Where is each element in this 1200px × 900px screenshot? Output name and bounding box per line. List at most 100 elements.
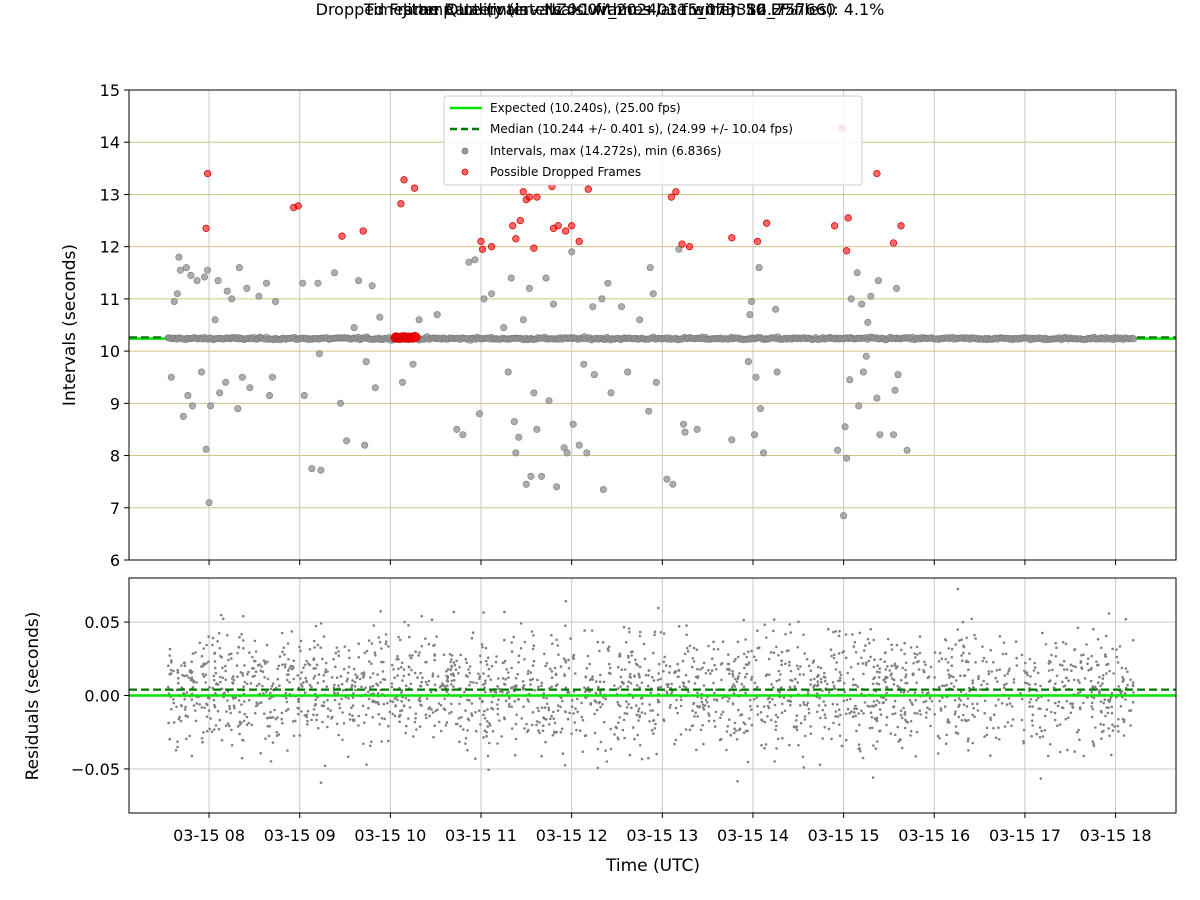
residual-point [283, 666, 287, 669]
residual-point [929, 665, 933, 669]
residual-point [648, 703, 651, 706]
dropped-frame-point [842, 247, 851, 255]
residual-point [752, 655, 756, 659]
residual-point [633, 674, 636, 677]
residual-point [692, 701, 696, 705]
residual-point [885, 686, 889, 689]
residual-point [1026, 673, 1029, 677]
intervals-y-tick-label: 13 [100, 185, 120, 204]
residual-point [980, 683, 983, 687]
residual-point [1058, 723, 1062, 726]
residuals-y-tick-label: −0.05 [71, 760, 120, 779]
residual-point [770, 683, 773, 686]
dropped-frame-point [873, 169, 881, 178]
residual-point [1048, 743, 1052, 746]
residual-point [861, 756, 865, 760]
residual-point [992, 660, 995, 664]
residual-point [572, 653, 576, 657]
residual-point [369, 744, 372, 748]
residual-point [678, 685, 681, 689]
interval-outlier-point [317, 466, 325, 474]
residual-point [378, 640, 382, 644]
residual-point [1057, 700, 1061, 704]
residual-point [353, 718, 356, 722]
residual-point [393, 714, 397, 718]
residual-point [200, 654, 204, 658]
residual-point [213, 652, 216, 655]
residual-point [243, 712, 246, 716]
interval-outlier-point [409, 360, 417, 368]
residual-point [230, 657, 233, 660]
residual-point [207, 635, 210, 638]
residual-point [696, 705, 699, 708]
residual-point [788, 699, 791, 702]
residual-point [188, 670, 192, 674]
residual-point [755, 696, 759, 699]
residual-point [882, 701, 886, 704]
interval-outlier-point [873, 394, 881, 402]
interval-outlier-point [308, 465, 316, 473]
residual-point [169, 668, 173, 672]
residual-point [520, 717, 523, 720]
residual-point [563, 764, 567, 767]
residual-point [1061, 680, 1064, 684]
residual-point [580, 715, 584, 719]
residual-point [176, 740, 179, 743]
residual-point [778, 678, 781, 682]
residual-point [874, 747, 878, 750]
residual-point [771, 697, 774, 701]
residual-point [886, 637, 890, 641]
residual-point [609, 727, 612, 731]
residual-point [651, 675, 654, 679]
residual-point [1033, 661, 1036, 665]
interval-outlier-point [515, 433, 523, 441]
residual-point [702, 684, 706, 687]
residual-point [1099, 684, 1102, 688]
residual-point [376, 692, 380, 695]
residual-point [226, 690, 230, 693]
residual-point [201, 672, 205, 676]
dropped-frame-point [728, 234, 736, 242]
residual-point [835, 661, 838, 664]
residual-point [981, 645, 984, 648]
residual-point [728, 668, 731, 672]
residual-point [854, 683, 857, 687]
residual-point [770, 718, 773, 722]
residual-point [276, 716, 279, 719]
residual-point [953, 698, 957, 702]
residual-point [583, 629, 586, 632]
residual-point [599, 691, 602, 695]
residual-point [871, 776, 875, 779]
residual-point [837, 708, 841, 711]
residual-point [470, 636, 474, 640]
residual-point [485, 720, 489, 723]
residual-point [904, 668, 907, 672]
residual-point [409, 682, 413, 686]
residual-point [326, 670, 329, 673]
interval-outlier-point [202, 445, 210, 453]
residual-point [1092, 627, 1095, 631]
residual-point [347, 697, 350, 700]
residual-point [300, 671, 304, 674]
residual-point [943, 638, 947, 641]
residual-point [883, 651, 887, 655]
residual-point [301, 685, 304, 688]
residual-point [903, 652, 906, 656]
residual-point [1100, 737, 1103, 740]
residual-point [184, 714, 188, 717]
residual-point [198, 703, 201, 706]
residual-point [1082, 754, 1086, 758]
residual-point [498, 719, 501, 722]
residual-point [315, 713, 319, 717]
residual-point [417, 698, 421, 702]
residual-point [1028, 683, 1031, 686]
interval-outlier-point [855, 402, 863, 410]
residual-point [483, 717, 487, 720]
residual-point [816, 665, 820, 669]
residual-point [514, 722, 518, 726]
residual-point [971, 741, 975, 745]
residual-point [484, 682, 487, 685]
residual-point [302, 666, 305, 670]
residual-point [237, 645, 240, 649]
residual-point [388, 710, 392, 714]
